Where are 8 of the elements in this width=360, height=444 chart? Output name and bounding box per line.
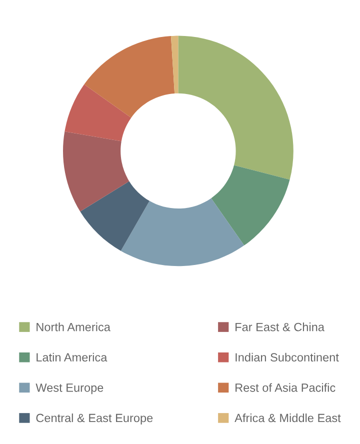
legend-label: North America	[36, 322, 110, 332]
legend-label: Rest of Asia Pacific	[236, 383, 336, 392]
legend-label: Latin America	[36, 352, 108, 362]
legend-label: Central & East Europe	[36, 413, 153, 424]
legend-label: Africa & Middle East	[234, 413, 341, 422]
legend-label: Far East & China	[236, 322, 324, 332]
legend-label: Indian Subcontinent	[236, 352, 339, 362]
legend-label: West Europe	[36, 384, 104, 394]
